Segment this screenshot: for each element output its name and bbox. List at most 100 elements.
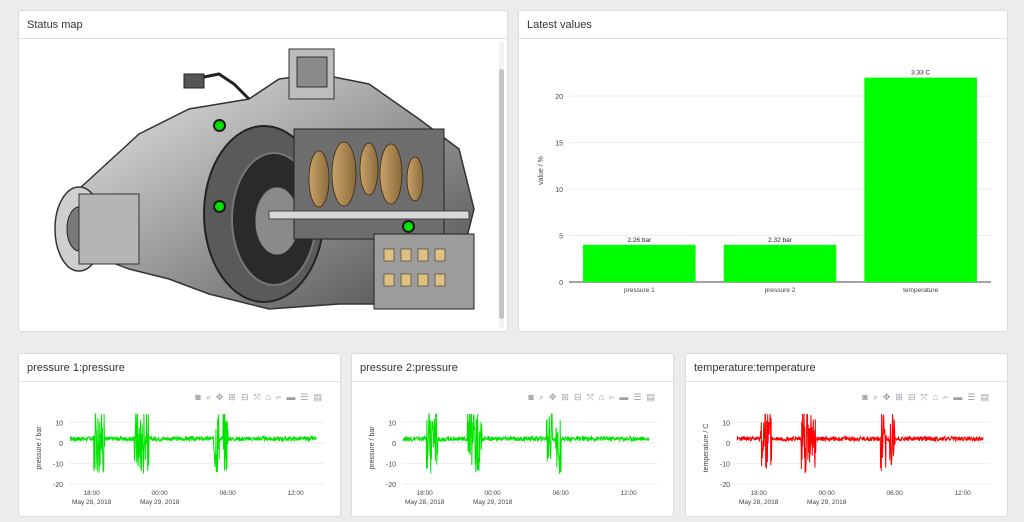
status-map-body [19, 39, 507, 331]
y-axis-label: temperature / C [703, 424, 710, 473]
y-tick-label: -10 [386, 461, 396, 468]
camera-icon[interactable]: ◙ [862, 392, 868, 402]
status-map-title: Status map [27, 18, 83, 31]
y-axis-label: pressure / bar [369, 426, 376, 470]
y-tick-label: 20 [555, 94, 563, 101]
autoscale-icon[interactable]: ⤧ [586, 392, 594, 402]
series-line[interactable] [402, 413, 650, 474]
timeseries-chart-pressure-2: 10 0 -10 -20 pressure / bar 18:00 May 28, 2018… [369, 413, 657, 506]
zoom-icon[interactable]: ⌕ [205, 392, 211, 402]
x-tick-label: 18:00 [84, 490, 101, 497]
zoom-icon[interactable]: ⌕ [538, 392, 544, 402]
zoom-icon[interactable]: ⌕ [872, 392, 878, 402]
spike-lines-icon[interactable]: ⌐ [943, 392, 949, 402]
y-tick-label: -20 [720, 482, 730, 489]
x-tick-date: May 28, 2018 [405, 499, 445, 506]
y-tick-label: 0 [726, 441, 730, 448]
timeseries-panel-temperature: temperature:temperature ◙ ⌕ ✥ ⊞ ⊟ ⤧ ⌂ ⌐ ▬ ☰ ▤ 10 0 -… [685, 353, 1008, 517]
status-map-header: Status map [19, 11, 507, 39]
timeseries-title: pressure 2:pressure [360, 361, 458, 374]
sensor-dot-pressure-2[interactable] [213, 200, 226, 213]
hover-compare-icon[interactable]: ☰ [633, 392, 642, 402]
reset-axes-icon[interactable]: ⌂ [932, 392, 939, 402]
camera-icon[interactable]: ◙ [528, 392, 534, 402]
y-tick-label: 10 [388, 420, 396, 427]
bar-pressure-1[interactable] [583, 244, 696, 282]
series-line[interactable] [736, 413, 984, 474]
timeseries-header: temperature:temperature [686, 354, 1007, 382]
y-tick-label: 10 [55, 420, 63, 427]
x-tick-label: 18:00 [417, 490, 434, 497]
timeseries-chart-pressure-1: 10 0 -10 -20 pressure / bar 18:00 May 28, 2018… [36, 412, 324, 506]
sensor-dot-pressure-1[interactable] [213, 119, 226, 132]
bar-chart-icon[interactable]: ▤ [646, 392, 655, 402]
bar-pressure-2[interactable] [723, 244, 837, 282]
zoom-out-icon[interactable]: ⊟ [573, 392, 582, 402]
timeseries-panel-pressure-1: pressure 1:pressure ◙ ⌕ ✥ ⊞ ⊟ ⤧ ⌂ ⌐ ▬ ☰ ▤ 10 0 -10 -2… [18, 353, 341, 517]
series-line[interactable] [69, 412, 317, 474]
autoscale-icon[interactable]: ⤧ [920, 392, 928, 402]
zoom-in-icon[interactable]: ⊞ [895, 392, 903, 402]
hover-closest-icon[interactable]: ▬ [953, 392, 963, 402]
camera-icon[interactable]: ◙ [195, 392, 201, 402]
pan-icon[interactable]: ✥ [548, 392, 557, 402]
x-tick-label: pressure 2 [765, 287, 796, 294]
reset-axes-icon[interactable]: ⌂ [598, 392, 605, 402]
bar-chart-icon[interactable]: ▤ [313, 392, 322, 402]
y-tick-label: -20 [386, 482, 396, 489]
y-tick-label: 0 [392, 441, 396, 448]
timeseries-header: pressure 2:pressure [352, 354, 673, 382]
y-tick-label: -20 [53, 482, 63, 489]
y-axis-label: pressure / bar [36, 426, 43, 470]
latest-values-header: Latest values [519, 11, 1007, 39]
y-tick-label: 15 [555, 141, 563, 148]
sensor-dot-temperature[interactable] [402, 220, 415, 233]
timeseries-header: pressure 1:pressure [19, 354, 340, 382]
zoom-in-icon[interactable]: ⊞ [228, 392, 236, 402]
y-tick-label: 0 [559, 280, 563, 287]
pan-icon[interactable]: ✥ [882, 392, 891, 402]
bar-data-label: 3.33 C [911, 70, 930, 77]
latest-values-panel: Latest values 0 5 10 15 20 value / % 2.26 bar p… [518, 10, 1008, 332]
gearbox-cutaway-illustration [54, 48, 475, 310]
zoom-in-icon[interactable]: ⊞ [561, 392, 569, 402]
zoom-out-icon[interactable]: ⊟ [240, 392, 249, 402]
bar-data-label: 2.26 bar [627, 237, 652, 244]
plot-modebar: ◙ ⌕ ✥ ⊞ ⊟ ⤧ ⌂ ⌐ ▬ ☰ ▤ [528, 392, 655, 402]
x-tick-label: 12:00 [621, 490, 638, 497]
hover-compare-icon[interactable]: ☰ [967, 392, 976, 402]
x-tick-date: May 28, 2018 [72, 499, 112, 506]
y-tick-label: 5 [559, 234, 563, 241]
x-tick-label: 06:00 [553, 490, 570, 497]
latest-values-bar-chart: 0 5 10 15 20 value / % 2.26 bar pressure 1 2.32 … [538, 70, 991, 294]
bar-temperature[interactable] [864, 77, 977, 282]
x-tick-date: May 29, 2018 [473, 499, 513, 506]
x-tick-label: 12:00 [955, 490, 972, 497]
x-tick-label: 00:00 [485, 490, 502, 497]
pan-icon[interactable]: ✥ [215, 392, 224, 402]
y-tick-label: -10 [53, 461, 63, 468]
timeseries-title: pressure 1:pressure [27, 361, 125, 374]
hover-closest-icon[interactable]: ▬ [286, 392, 296, 402]
bar-chart-icon[interactable]: ▤ [980, 392, 989, 402]
x-tick-label: temperature [903, 287, 938, 294]
timeseries-panel-pressure-2: pressure 2:pressure ◙ ⌕ ✥ ⊞ ⊟ ⤧ ⌂ ⌐ ▬ ☰ ▤ 10 0 -10 -2… [351, 353, 674, 517]
y-tick-label: 10 [555, 187, 563, 194]
reset-axes-icon[interactable]: ⌂ [265, 392, 272, 402]
status-map-scrollbar-thumb[interactable] [499, 69, 504, 319]
x-tick-label: 06:00 [887, 490, 904, 497]
plot-modebar: ◙ ⌕ ✥ ⊞ ⊟ ⤧ ⌂ ⌐ ▬ ☰ ▤ [195, 392, 322, 402]
spike-lines-icon[interactable]: ⌐ [276, 392, 282, 402]
hover-compare-icon[interactable]: ☰ [300, 392, 309, 402]
autoscale-icon[interactable]: ⤧ [253, 392, 261, 402]
x-tick-date: May 28, 2018 [739, 499, 779, 506]
status-map-panel: Status map [18, 10, 508, 332]
bar-data-label: 2.32 bar [768, 237, 793, 244]
y-tick-label: 10 [722, 420, 730, 427]
spike-lines-icon[interactable]: ⌐ [609, 392, 615, 402]
y-tick-label: -10 [720, 461, 730, 468]
x-tick-date: May 29, 2018 [140, 499, 180, 506]
hover-closest-icon[interactable]: ▬ [619, 392, 629, 402]
x-tick-label: 00:00 [152, 490, 169, 497]
zoom-out-icon[interactable]: ⊟ [907, 392, 916, 402]
